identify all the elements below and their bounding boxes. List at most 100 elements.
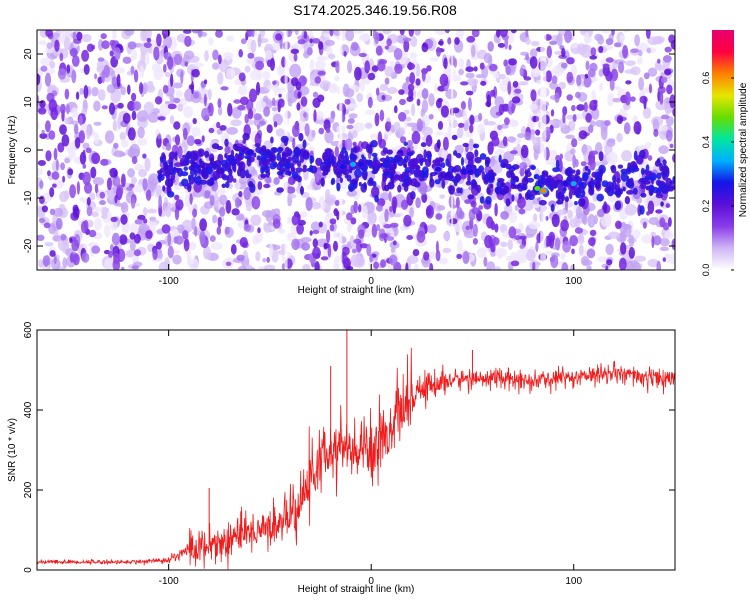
ridge-blob [552,167,560,173]
texture-blob [444,30,450,34]
ridge-blob [363,182,367,190]
texture-blob [57,142,65,153]
texture-blob [510,260,520,267]
texture-blob [216,188,226,196]
colorbar-ticks: 0.0 0.2 0.4 0.6 [701,72,734,276]
ridge-blob [497,178,505,183]
spectrogram-x-label: Height of straight line (km) [298,285,415,296]
ridge-blob [349,154,358,161]
texture-blob [75,91,80,100]
ridge-blob [616,177,621,184]
texture-blob [343,50,347,57]
ridge-blob [484,156,491,165]
texture-blob [263,183,271,189]
ridge-blob [624,196,631,205]
spectrogram-ridge [157,132,675,215]
texture-blob [577,234,584,242]
texture-blob [438,257,449,265]
texture-blob [490,243,496,253]
texture-blob [277,87,286,93]
texture-blob [347,118,355,124]
texture-blob [148,46,153,54]
texture-blob [316,55,329,61]
texture-blob [238,191,243,198]
ridge-blob [474,168,480,178]
ridge-blob [379,157,387,162]
texture-blob [309,230,313,236]
ridge-blob [660,201,664,207]
texture-blob [109,167,118,178]
ridge-blob [239,168,247,179]
texture-blob [638,49,643,57]
texture-blob [220,86,229,91]
texture-blob [498,103,505,115]
texture-blob [121,221,130,234]
ridge-blob [384,171,392,176]
ridge-blob [322,151,329,162]
texture-blob [402,37,412,42]
texture-blob [263,106,270,117]
texture-blob [106,177,112,191]
ridge-blob [617,164,624,169]
ridge-blob [479,153,487,160]
texture-blob [508,226,517,239]
ridge-blob [277,147,283,154]
texture-blob [371,224,378,238]
texture-blob [359,243,369,249]
texture-blob [258,120,266,126]
texture-blob [659,237,670,247]
ridge-blob [291,171,299,180]
texture-blob [514,88,522,94]
texture-blob [212,214,218,224]
texture-blob [40,57,53,67]
texture-blob [464,131,474,138]
ridge-blob [280,135,289,143]
texture-blob [465,72,475,79]
texture-blob [239,237,248,248]
texture-blob [291,238,300,250]
texture-blob [324,130,334,144]
texture-blob [435,213,443,220]
texture-blob [519,235,527,240]
texture-blob [364,60,371,74]
texture-blob [216,226,222,235]
texture-blob [120,139,129,148]
texture-blob [54,39,60,52]
texture-blob [406,235,414,240]
snr-y-label: SNR (10 * v/v) [7,418,18,482]
texture-blob [271,106,278,112]
ridge-blob [233,165,237,173]
ridge-blob [626,190,634,195]
texture-blob [153,46,160,61]
texture-blob [290,222,299,236]
texture-blob [286,186,296,194]
ridge-blob [614,184,620,191]
texture-blob [231,69,236,79]
texture-blob [621,150,632,162]
ridge-blob [655,193,663,199]
texture-blob [217,216,222,228]
ridge-blob [571,169,576,174]
ridge-blob [465,180,472,186]
ridge-blob [545,178,551,187]
texture-blob [244,113,249,124]
texture-blob [605,70,613,82]
ridge-blob [226,174,234,183]
texture-blob [292,137,296,150]
texture-blob [507,136,516,143]
texture-blob [410,36,418,48]
texture-blob [40,65,48,72]
texture-blob [64,157,71,164]
texture-blob [576,43,587,55]
texture-blob [84,182,93,194]
ridge-blob [276,187,284,193]
texture-blob [662,222,670,231]
texture-blob [193,138,202,145]
texture-blob [570,148,576,155]
texture-blob [45,120,51,133]
texture-blob [558,81,566,90]
texture-blob [122,112,131,124]
texture-blob [585,60,590,71]
ridge-blob [498,154,502,163]
texture-blob [365,109,376,115]
